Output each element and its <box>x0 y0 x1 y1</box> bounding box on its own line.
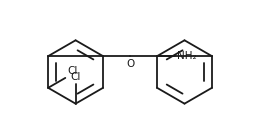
Text: Cl: Cl <box>70 72 81 82</box>
Text: O: O <box>126 59 134 69</box>
Text: NH₂: NH₂ <box>177 51 197 61</box>
Text: Cl: Cl <box>67 66 78 76</box>
